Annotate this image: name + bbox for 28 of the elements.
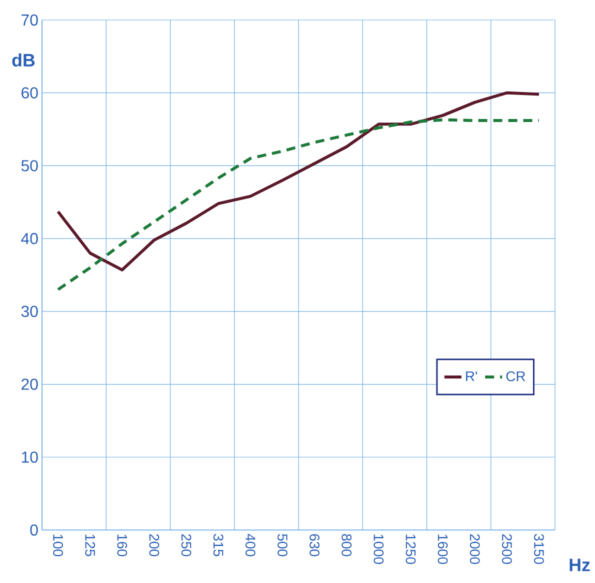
x-tick-label: 3150 <box>534 534 544 564</box>
x-tick-label: 400 <box>245 534 256 556</box>
x-tick-label: 1000 <box>374 534 384 564</box>
x-tick-label: 1600 <box>438 534 448 564</box>
x-tick-label: 160 <box>117 534 128 556</box>
legend-label: R' <box>466 371 477 382</box>
x-tick-label: 100 <box>53 534 63 556</box>
y-tick-label: 70 <box>22 14 38 26</box>
x-tick-label: 250 <box>181 534 192 556</box>
x-tick-label: 1250 <box>406 534 416 564</box>
x-tick-label: 500 <box>278 534 288 556</box>
x-tick-label: 2500 <box>502 534 512 564</box>
x-tick-label: 800 <box>342 534 352 556</box>
x-axis-title: Hz <box>570 558 590 572</box>
legend-label: CR <box>506 371 526 382</box>
y-tick-label: 0 <box>30 524 38 536</box>
y-tick-label: 40 <box>21 232 38 244</box>
x-tick-label: 2000 <box>470 534 480 564</box>
y-tick-label: 50 <box>21 160 38 172</box>
x-tick-label: 125 <box>85 534 96 556</box>
x-tick-label: 315 <box>213 534 224 556</box>
y-tick-label: 60 <box>22 87 38 98</box>
x-tick-label: 200 <box>149 534 160 556</box>
y-tick-label: 10 <box>22 451 38 463</box>
x-tick-label: 630 <box>310 534 320 556</box>
y-tick-label: 20 <box>22 378 38 390</box>
y-tick-label: 30 <box>21 306 38 318</box>
y-axis-title: dB <box>12 53 35 67</box>
